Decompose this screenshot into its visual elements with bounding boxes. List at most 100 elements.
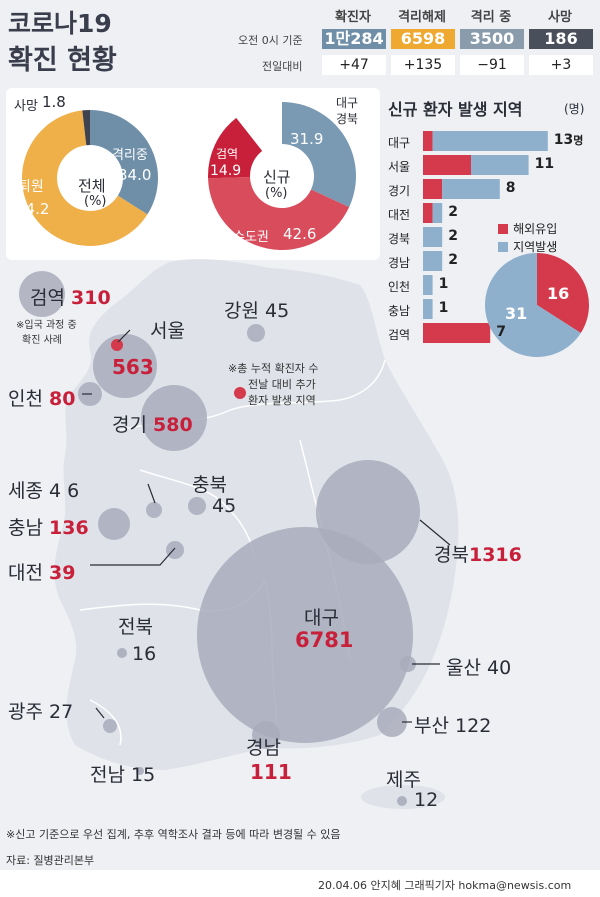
bubble-gyeongbuk [316,460,420,564]
bar-region-label: 대전 [388,208,411,222]
row-label-base: 오전 0시 기준 [238,34,303,47]
label-jeju-value: 12 [414,789,439,811]
donut-total-death-value: 1.8 [42,93,66,111]
value-deaths: 186 [529,29,593,49]
bar-region-label: 대구 [388,136,411,150]
label-jeju-name: 제주 [386,769,421,791]
value-confirmed: 1만284 [322,29,386,49]
bar-local-0 [432,131,548,151]
donut-total-isolated-value: 34.0 [118,166,152,184]
pie-local-label: 31 [505,304,528,323]
label-ulsan: 울산 40 [446,657,512,679]
bubble-daegu [197,527,413,743]
bar-local-1 [471,155,529,175]
bubble-chungbuk [188,497,206,515]
label-incheon: 인천 80 [8,388,76,410]
change-confirmed: +47 [322,55,386,75]
label-jeonbuk-value: 16 [132,643,157,665]
label-jeonnam: 전남 15 [90,764,156,786]
donut-total-unit: (%) [84,194,107,209]
label-chungnam: 충남 136 [8,517,89,539]
label-gyeongnam-value: 111 [250,760,292,784]
donut-total-released-label: 퇴원 [18,179,44,195]
label-gyeongbuk: 경북1316 [434,544,522,566]
bar-total-label: 2 [448,204,458,220]
bar-total-label: 1 [438,276,449,292]
donut-new-metro-label: 수도권 [233,230,269,245]
bar-overseas-2 [423,179,443,199]
footer-source: 자료: 질병관리본부 [6,854,95,867]
label-daejeon: 대전 39 [8,562,76,584]
header-deaths: 사망 [548,10,572,25]
header-isolated: 격리 중 [470,10,512,25]
legend-local: 지역발생 [498,236,557,255]
map-bubbles [19,271,420,806]
bubble-jeonbuk [117,648,127,658]
bubble-jeju [397,796,407,806]
bar-local-7 [423,299,433,319]
donut-total-segment-0 [90,110,158,215]
map-legend-3: 환자 발생 지역 [248,394,316,407]
pie-overseas [537,253,590,333]
donut-new-segment-0 [282,102,356,208]
footer-note: ※신고 기준으로 우선 집계, 추후 역학조사 결과 등에 따라 변경될 수 있… [6,828,341,841]
change-isolated: −91 [460,55,524,75]
change-released: +135 [391,55,455,75]
bar-region-label: 경기 [388,184,411,198]
bubble-sejong [146,502,162,518]
donut-new-segment-3 [236,102,282,151]
change-deaths: +3 [529,55,593,75]
pie-overseas-label: 16 [547,284,570,303]
donut-total-death-label: 사망 [14,99,38,114]
label-seoul-name: 서울 [150,320,185,342]
bar-chart [423,131,548,343]
footer-credit: 20.04.06 안지혜 그래픽기자 hokma@newsis.com [318,879,572,892]
map-legend-2: 전날 대비 추가 [248,378,316,391]
bubble-chungnam [98,508,130,540]
bubble-jeonnam [136,767,144,775]
label-daegu-name: 대구 [304,607,339,629]
bar-total-label: 2 [448,252,458,268]
label-jeonbuk-name: 전북 [118,616,153,638]
label-gyeongnam-name: 경남 [246,737,281,759]
donut-new-segment-2 [208,117,263,179]
bubble-gyeonggi [141,385,207,451]
value-released: 6598 [391,29,455,49]
label-gangwon: 강원 45 [224,300,290,322]
bubble-busan [377,707,407,737]
label-sejong: 세종 4 6 [8,480,80,502]
label-gyeonggi: 경기 580 [112,414,193,436]
bar-total-label: 13명 [553,132,584,148]
bar-total-label: 2 [448,228,458,244]
header-released: 격리해제 [398,10,446,25]
donut-total-released-value: 64.2 [16,200,50,218]
legend-overseas: 해외유입 [498,218,557,237]
bar-region-label: 검역 [388,328,411,342]
bar-region-label: 경남 [388,256,411,270]
bar-total-label: 8 [505,180,516,196]
bar-overseas-0 [423,131,433,151]
title-line1: 코로나19 [8,9,112,38]
donut-new-daegu-label: 대구 경북 [336,96,359,126]
bar-local-4 [423,227,443,247]
bar-local-2 [442,179,500,199]
label-chungbuk-name: 충북 [192,474,227,496]
bar-total-label: 7 [496,324,506,340]
label-gwangju: 광주 27 [8,701,74,723]
bar-overseas-3 [423,203,433,223]
bar-local-5 [423,251,443,271]
donut-new-segment-1 [208,177,350,250]
bar-unit: (명) [564,102,585,116]
donut-new-metro-value: 42.6 [283,225,317,243]
bubble-daejeon [166,541,184,559]
label-daegu-value: 6781 [295,628,354,652]
bubble-gyeongnam [252,721,280,749]
bubble-gangwon [247,324,265,342]
bar-region-label: 충남 [388,304,411,318]
bar-title: 신규 환자 발생 지역 [388,100,523,119]
bar-region-label: 서울 [388,160,411,174]
label-busan: 부산 122 [414,715,492,737]
value-isolated: 3500 [460,29,524,49]
footer-bar [0,870,600,897]
